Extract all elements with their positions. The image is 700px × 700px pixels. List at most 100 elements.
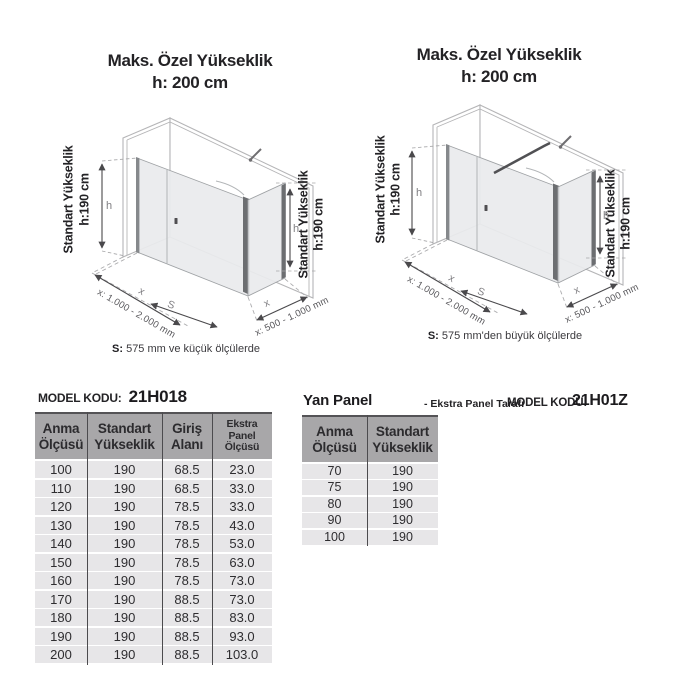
table-cell: 103.0 <box>225 647 259 662</box>
table-cell: 78.5 <box>174 536 200 551</box>
table-cell: 73.0 <box>229 573 255 588</box>
h-symbol-right: h <box>603 210 609 222</box>
right-diagram-standard-height-label: Standart Yükseklik <box>373 135 387 244</box>
table-cell: 190 <box>392 480 413 495</box>
left-title-line2: h: 200 cm <box>152 73 228 93</box>
table-cell: 190 <box>113 554 136 570</box>
glass-panels <box>446 144 596 284</box>
fixed-panel-arrow <box>150 302 218 329</box>
right-diagram-right-standard-height-value: h:190 cm <box>618 197 632 250</box>
table-cell: 190 <box>113 499 136 514</box>
left-diagram-title: Maks. Özel Yükseklik h: 200 cm <box>79 50 301 95</box>
side-panel-table: Anma Ölçüsü Standart Yükseklik 70 190 75 19… <box>302 415 438 546</box>
main-model-code: 21H018 <box>128 387 188 406</box>
table-cell: 170 <box>50 591 72 607</box>
table-cell: 150 <box>50 554 72 570</box>
table-row: 180 190 88.5 83.0 <box>35 609 272 626</box>
table-cell: 190 <box>113 610 136 625</box>
table-cell: 68.5 <box>174 480 200 496</box>
header-anma-olcusu: Anma Ölçüsü <box>38 421 84 452</box>
side-table-title: Yan Panel <box>303 392 373 409</box>
main-table-body: 100 190 68.5 23.0 110 190 68.5 33.0 120 190 78.5 33… <box>35 461 272 663</box>
table-cell: 180 <box>50 610 72 625</box>
table-cell: 120 <box>50 499 72 514</box>
door-arc <box>525 167 555 183</box>
table-cell: 88.5 <box>174 591 200 607</box>
side-model-code: 21H01Z <box>572 392 628 409</box>
right-diagram-standard-height-value: h:190 cm <box>388 163 402 216</box>
table-cell: 78.5 <box>174 573 200 588</box>
shower-arm-icon <box>558 135 572 149</box>
side-model-label: MODEL KODU: <box>507 397 588 409</box>
table-cell: 83.0 <box>229 610 255 625</box>
side-width-arrow <box>256 296 308 321</box>
header-anma-olcusu: Anma Ölçüsü <box>312 424 357 455</box>
column-separator <box>162 412 163 665</box>
table-cell: 33.0 <box>229 480 255 496</box>
table-cell: 190 <box>113 647 136 662</box>
table-row: 100 190 68.5 23.0 <box>35 461 272 478</box>
side-table-body: 70 190 75 190 80 190 90 190 100 190 <box>302 464 438 545</box>
main-table-header: Anma Ölçüsü Standart Yükseklik Giriş Ala… <box>35 412 272 459</box>
table-cell: 190 <box>392 464 413 478</box>
s-symbol: S <box>476 285 487 299</box>
x-symbol-front: x <box>136 285 147 298</box>
table-cell: 68.5 <box>174 462 200 477</box>
fixed-panel-arrow <box>460 289 528 316</box>
door-handle <box>174 218 178 224</box>
side-end-post <box>281 183 286 280</box>
table-cell: 100 <box>50 462 72 477</box>
door-handle <box>484 205 488 211</box>
x-symbol-side: x <box>572 283 583 296</box>
table-cell: 33.0 <box>229 499 255 514</box>
right-diagram-right-standard-height-label: Standart Yükseklik <box>603 169 617 278</box>
left-post <box>446 144 450 241</box>
dimension-arrows <box>94 163 308 329</box>
table-cell: 63.0 <box>229 554 255 570</box>
table-cell: 78.5 <box>174 554 200 570</box>
table-cell: 73.0 <box>229 591 255 607</box>
left-diagram-right-standard-height-value: h:190 cm <box>311 198 325 251</box>
s-symbol: S <box>166 298 177 312</box>
shower-arm-icon <box>248 148 262 162</box>
dimension-arrows <box>404 150 618 316</box>
table-cell: 100 <box>324 529 345 544</box>
table-row: 160 190 78.5 73.0 <box>35 572 272 589</box>
table-cell: 190 <box>113 480 136 496</box>
table-row: 90 190 <box>302 513 438 529</box>
side-glass <box>247 182 286 297</box>
side-end-post <box>591 170 596 267</box>
floor-dashed-lines <box>401 239 619 314</box>
side-table-note: - Ekstra Panel Tarafı <box>424 398 525 410</box>
table-cell: 53.0 <box>229 536 255 551</box>
table-cell: 23.0 <box>229 462 255 477</box>
diagram-caption: S: 575 mm'den büyük ölçülerde <box>428 330 582 342</box>
table-cell: 43.0 <box>229 517 255 533</box>
table-row: 200 190 88.5 103.0 <box>35 646 272 663</box>
table-cell: 88.5 <box>174 628 200 644</box>
table-cell: 110 <box>50 480 72 496</box>
table-cell: 190 <box>50 628 72 644</box>
support-bar <box>493 141 551 175</box>
right-title-line2: h: 200 cm <box>461 67 537 87</box>
right-diagram-title: Maks. Özel Yükseklik h: 200 cm <box>388 44 610 89</box>
left-diagram-right-standard-height-label: Standart Yükseklik <box>296 170 310 279</box>
table-cell: 88.5 <box>174 647 200 662</box>
diagram-caption: S: 575 mm ve küçük ölçülerde <box>112 343 260 355</box>
table-row: 80 190 <box>302 496 438 512</box>
table-cell: 80 <box>327 496 342 511</box>
table-row: 110 190 68.5 33.0 <box>35 479 272 497</box>
side-table-header: Anma Ölçüsü Standart Yükseklik <box>302 415 438 462</box>
glass-panels <box>136 157 286 297</box>
side-glass <box>557 169 596 284</box>
door-arc <box>215 180 245 196</box>
table-row: 130 190 78.5 43.0 <box>35 516 272 534</box>
table-row: 140 190 78.5 53.0 <box>35 535 272 552</box>
floor-dashed-lines <box>91 252 309 327</box>
header-ekstra-panel-olcusu: Ekstra Panel Ölçüsü <box>224 417 260 454</box>
left-diagram-standard-height-label: Standart Yükseklik <box>61 145 75 254</box>
table-cell: 190 <box>113 573 136 588</box>
h-symbol-left: h <box>106 200 112 212</box>
header-standart-yukseklik: Standart Yükseklik <box>372 424 433 455</box>
